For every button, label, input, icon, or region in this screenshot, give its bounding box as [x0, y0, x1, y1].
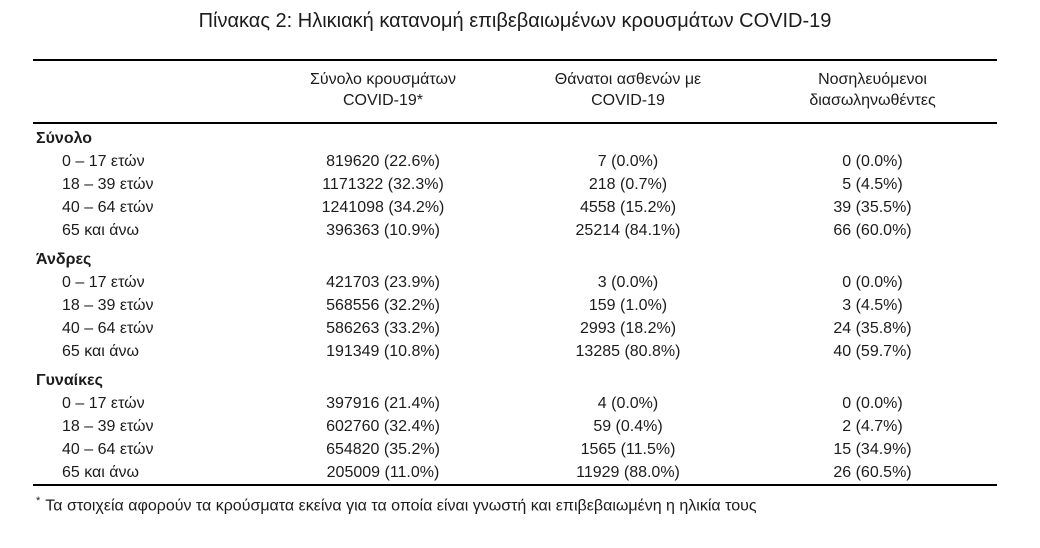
table-row: 40 – 64 ετών 1241098 (34.2%) 4558 (15.2%…	[33, 196, 997, 219]
footnote-asterisk: *	[36, 495, 41, 507]
intubated-cell: 24 (35.8%)	[833, 320, 912, 337]
table-row: 65 και άνω 191349 (10.8%) 13285 (80.8%) …	[33, 340, 997, 363]
covid-age-distribution-table: Σύνολο κρουσμάτων COVID-19* Θάνατοι ασθε…	[33, 59, 997, 486]
group-header-row-women: Γυναίκες	[33, 363, 997, 392]
group-label: Σύνολο	[36, 130, 93, 147]
intubated-cell: 0 (0.0%)	[842, 274, 903, 291]
intubated-cell: 40 (59.7%)	[833, 343, 912, 360]
age-label-cell: 65 και άνω	[62, 222, 140, 239]
age-label-cell: 40 – 64 ετών	[62, 320, 154, 337]
intubated-cell: 15 (34.9%)	[833, 441, 912, 458]
deaths-cell: 25214 (84.1%)	[575, 222, 681, 239]
age-label-cell: 0 – 17 ετών	[62, 274, 145, 291]
intubated-cell: 39 (35.5%)	[833, 199, 912, 216]
empty-header-cell	[33, 60, 258, 124]
cases-cell: 421703 (23.9%)	[326, 274, 440, 291]
column-header-intubated: Νοσηλευόμενοι διασωληνωθέντες	[748, 60, 997, 124]
age-label-cell: 18 – 39 ετών	[62, 297, 154, 314]
age-label-cell: 18 – 39 ετών	[62, 418, 154, 435]
age-label-cell: 65 και άνω	[62, 343, 140, 360]
intubated-cell: 2 (4.7%)	[842, 418, 903, 435]
deaths-cell: 3 (0.0%)	[597, 274, 659, 291]
intubated-cell: 0 (0.0%)	[842, 153, 903, 170]
age-label-cell: 40 – 64 ετών	[62, 441, 154, 458]
cases-cell: 191349 (10.8%)	[326, 343, 440, 360]
age-label-cell: 0 – 17 ετών	[62, 395, 145, 412]
column-header-cases: Σύνολο κρουσμάτων COVID-19*	[258, 60, 508, 124]
deaths-cell: 218 (0.7%)	[588, 176, 668, 193]
cases-cell: 586263 (33.2%)	[326, 320, 440, 337]
age-label-cell: 65 και άνω	[62, 464, 140, 481]
table-row: 18 – 39 ετών 568556 (32.2%) 159 (1.0%) 3…	[33, 294, 997, 317]
table-row: 40 – 64 ετών 654820 (35.2%) 1565 (11.5%)…	[33, 438, 997, 461]
deaths-cell: 159 (1.0%)	[588, 297, 668, 314]
group-header-row-men: Άνδρες	[33, 242, 997, 271]
deaths-cell: 2993 (18.2%)	[579, 320, 677, 337]
table-row: 0 – 17 ετών 397916 (21.4%) 4 (0.0%) 0 (0…	[33, 392, 997, 415]
header-row: Σύνολο κρουσμάτων COVID-19* Θάνατοι ασθε…	[33, 60, 997, 124]
table-row: 0 – 17 ετών 421703 (23.9%) 3 (0.0%) 0 (0…	[33, 271, 997, 294]
intubated-cell: 66 (60.0%)	[833, 222, 912, 239]
table-header: Σύνολο κρουσμάτων COVID-19* Θάνατοι ασθε…	[33, 60, 997, 124]
cases-cell: 397916 (21.4%)	[326, 395, 440, 412]
deaths-cell: 4 (0.0%)	[597, 395, 659, 412]
table-row: 65 και άνω 205009 (11.0%) 11929 (88.0%) …	[33, 461, 997, 485]
column-header-deaths: Θάνατοι ασθενών με COVID-19	[508, 60, 748, 124]
table-row: 0 – 17 ετών 819620 (22.6%) 7 (0.0%) 0 (0…	[33, 150, 997, 173]
intubated-cell: 0 (0.0%)	[842, 395, 903, 412]
age-label-cell: 40 – 64 ετών	[62, 199, 154, 216]
footnote: * Τα στοιχεία αφορούν τα κρούσματα εκείνα…	[36, 491, 1040, 516]
deaths-cell: 1565 (11.5%)	[580, 441, 676, 458]
deaths-cell: 4558 (15.2%)	[579, 199, 677, 216]
cases-cell: 1241098 (34.2%)	[321, 199, 445, 216]
deaths-cell: 7 (0.0%)	[597, 153, 659, 170]
table-body: Σύνολο 0 – 17 ετών 819620 (22.6%) 7 (0.0…	[33, 123, 997, 485]
cases-cell: 568556 (32.2%)	[326, 297, 440, 314]
deaths-cell: 11929 (88.0%)	[576, 464, 680, 481]
table-row: 40 – 64 ετών 586263 (33.2%) 2993 (18.2%)…	[33, 317, 997, 340]
cases-cell: 396363 (10.9%)	[326, 222, 440, 239]
group-header-row-total: Σύνολο	[33, 123, 997, 150]
group-label: Γυναίκες	[36, 372, 103, 389]
cases-cell: 205009 (11.0%)	[326, 464, 440, 481]
age-label-cell: 18 – 39 ετών	[62, 176, 154, 193]
table-row: 18 – 39 ετών 1171322 (32.3%) 218 (0.7%) …	[33, 173, 997, 196]
deaths-cell: 13285 (80.8%)	[575, 343, 681, 360]
deaths-cell: 59 (0.4%)	[593, 418, 663, 435]
cases-cell: 1171322 (32.3%)	[322, 176, 444, 193]
intubated-cell: 26 (60.5%)	[833, 464, 912, 481]
table-title: Πίνακας 2: Ηλικιακή κατανομή επιβεβαιωμέ…	[198, 10, 832, 32]
table-row: 18 – 39 ετών 602760 (32.4%) 59 (0.4%) 2 …	[33, 415, 997, 438]
report-page: Πίνακας 2: Ηλικιακή κατανομή επιβεβαιωμέ…	[33, 10, 1040, 516]
footnote-text: Τα στοιχεία αφορούν τα κρούσματα εκείνα …	[45, 497, 757, 515]
intubated-cell: 5 (4.5%)	[842, 176, 903, 193]
cases-cell: 602760 (32.4%)	[326, 418, 440, 435]
age-label-cell: 0 – 17 ετών	[62, 153, 145, 170]
cases-cell: 819620 (22.6%)	[326, 153, 440, 170]
intubated-cell: 3 (4.5%)	[842, 297, 903, 314]
cases-cell: 654820 (35.2%)	[326, 441, 440, 458]
table-row: 65 και άνω 396363 (10.9%) 25214 (84.1%) …	[33, 219, 997, 242]
group-label: Άνδρες	[36, 251, 92, 268]
